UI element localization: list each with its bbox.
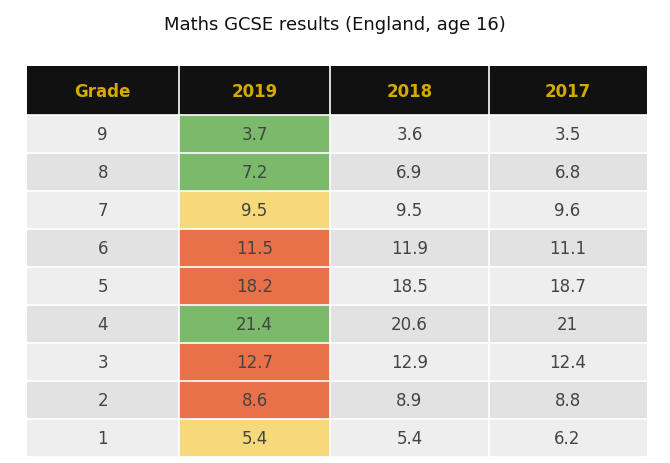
Text: 6: 6 [97,240,108,257]
Text: Grade: Grade [74,82,131,100]
Text: 6.9: 6.9 [397,164,423,181]
Bar [27,116,647,154]
Text: 9.5: 9.5 [241,202,268,219]
Bar [27,192,647,230]
Text: 8.9: 8.9 [397,392,423,409]
Text: 18.5: 18.5 [391,278,428,295]
Text: 3.7: 3.7 [241,126,268,144]
Text: 2019: 2019 [231,82,277,100]
Text: 8.8: 8.8 [554,392,581,409]
Text: 9: 9 [97,126,108,144]
Bar [179,192,330,230]
Text: 6.8: 6.8 [554,164,581,181]
Text: 3.5: 3.5 [554,126,581,144]
Text: 5.4: 5.4 [241,430,268,447]
Text: 4: 4 [97,316,108,333]
Text: 18.7: 18.7 [549,278,586,295]
Bar [27,268,647,306]
Text: 3: 3 [97,354,108,371]
Text: 2018: 2018 [387,82,433,100]
Text: 12.9: 12.9 [391,354,428,371]
Bar [330,67,488,116]
Bar [27,306,647,344]
Bar [179,230,330,268]
Bar [488,67,647,116]
Text: 12.7: 12.7 [236,354,273,371]
Bar [27,419,647,457]
Bar [179,67,330,116]
Text: 21.4: 21.4 [236,316,273,333]
Text: 5: 5 [97,278,108,295]
Bar [27,344,647,382]
Bar [179,306,330,344]
Text: 9.5: 9.5 [397,202,423,219]
Text: 3.6: 3.6 [397,126,423,144]
Text: 1: 1 [97,430,108,447]
Text: 12.4: 12.4 [549,354,586,371]
Text: 5.4: 5.4 [397,430,423,447]
Text: 11.9: 11.9 [391,240,428,257]
Text: 8.6: 8.6 [241,392,268,409]
Text: 7: 7 [97,202,108,219]
Text: Maths GCSE results (England, age 16): Maths GCSE results (England, age 16) [164,16,506,34]
Bar [179,344,330,382]
Text: 20.6: 20.6 [391,316,428,333]
Bar [27,67,179,116]
Text: 2017: 2017 [545,82,591,100]
Text: 18.2: 18.2 [236,278,273,295]
Text: 6.2: 6.2 [554,430,581,447]
Text: 7.2: 7.2 [241,164,268,181]
Bar [179,154,330,192]
Text: 2: 2 [97,392,108,409]
Bar [27,154,647,192]
Text: 11.1: 11.1 [549,240,586,257]
Bar [179,419,330,457]
Text: 9.6: 9.6 [554,202,581,219]
Text: 21: 21 [557,316,578,333]
Bar [179,268,330,306]
Bar [179,382,330,419]
Bar [179,116,330,154]
Bar [27,230,647,268]
Text: 8: 8 [97,164,108,181]
Text: 11.5: 11.5 [236,240,273,257]
Bar [27,382,647,419]
